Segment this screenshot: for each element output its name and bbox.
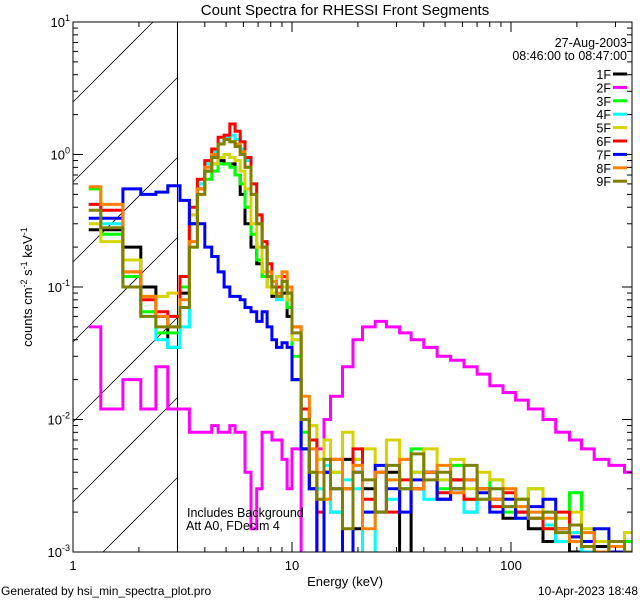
legend-label: 5F — [596, 122, 611, 136]
legend-label: 1F — [596, 68, 611, 82]
hatch-line — [72, 237, 178, 343]
y-tick-label: 10-2 — [48, 411, 70, 428]
footer-timestamp: 10-Apr-2023 18:48 — [538, 584, 638, 598]
excluded-energy-hatch — [72, 21, 178, 553]
y-tick-labels: 101 100 10-1 10-2 10-3 — [48, 13, 70, 560]
hatch-line — [72, 397, 178, 503]
x-tick-label: 1 — [69, 558, 76, 573]
legend-label: 2F — [596, 81, 611, 95]
y-tick-label: 101 — [51, 13, 70, 30]
legend-label: 3F — [596, 95, 611, 109]
x-tick-labels: 1 10 100 — [69, 558, 521, 573]
y-axis-label: counts cm-2 s-1 keV-1 — [19, 227, 35, 346]
legend-label: 7F — [596, 148, 611, 162]
time-range-label: 08:46:00 to 08:47:00 — [512, 49, 627, 63]
x-tick-label: 10 — [285, 558, 299, 573]
footer-generated-by: Generated by hsi_min_spectra_plot.pro — [1, 584, 211, 598]
series-7F — [88, 184, 626, 552]
series-2F — [88, 319, 632, 552]
series-1F — [88, 159, 611, 552]
hatch-line — [72, 21, 154, 103]
series-5F — [88, 153, 632, 552]
legend-label: 4F — [596, 108, 611, 122]
y-tick-label: 10-3 — [48, 543, 70, 560]
y-tick-label: 10-1 — [48, 278, 70, 295]
hatch-line — [72, 317, 178, 423]
series-group — [88, 122, 632, 552]
legend-label: 8F — [596, 162, 611, 176]
series-9F — [88, 137, 632, 552]
x-axis-label: Energy (keV) — [307, 574, 383, 589]
series-3F — [88, 162, 632, 552]
date-label: 27-Aug-2003 — [555, 36, 627, 50]
hatch-line — [102, 477, 178, 553]
chart-title: Count Spectra for RHESSI Front Segments — [201, 2, 489, 19]
series-4F — [88, 133, 626, 552]
hatch-line — [72, 157, 178, 263]
hatch-line — [72, 77, 178, 183]
annotation-attenuator: Att A0, FDecim 4 — [186, 519, 280, 533]
y-tick-label: 100 — [51, 146, 70, 163]
x-tick-label: 100 — [500, 558, 522, 573]
legend-label: 6F — [596, 135, 611, 149]
annotation-background: Includes Background — [187, 506, 304, 520]
legend-label: 9F — [596, 175, 611, 189]
axis-ticks — [72, 22, 632, 553]
